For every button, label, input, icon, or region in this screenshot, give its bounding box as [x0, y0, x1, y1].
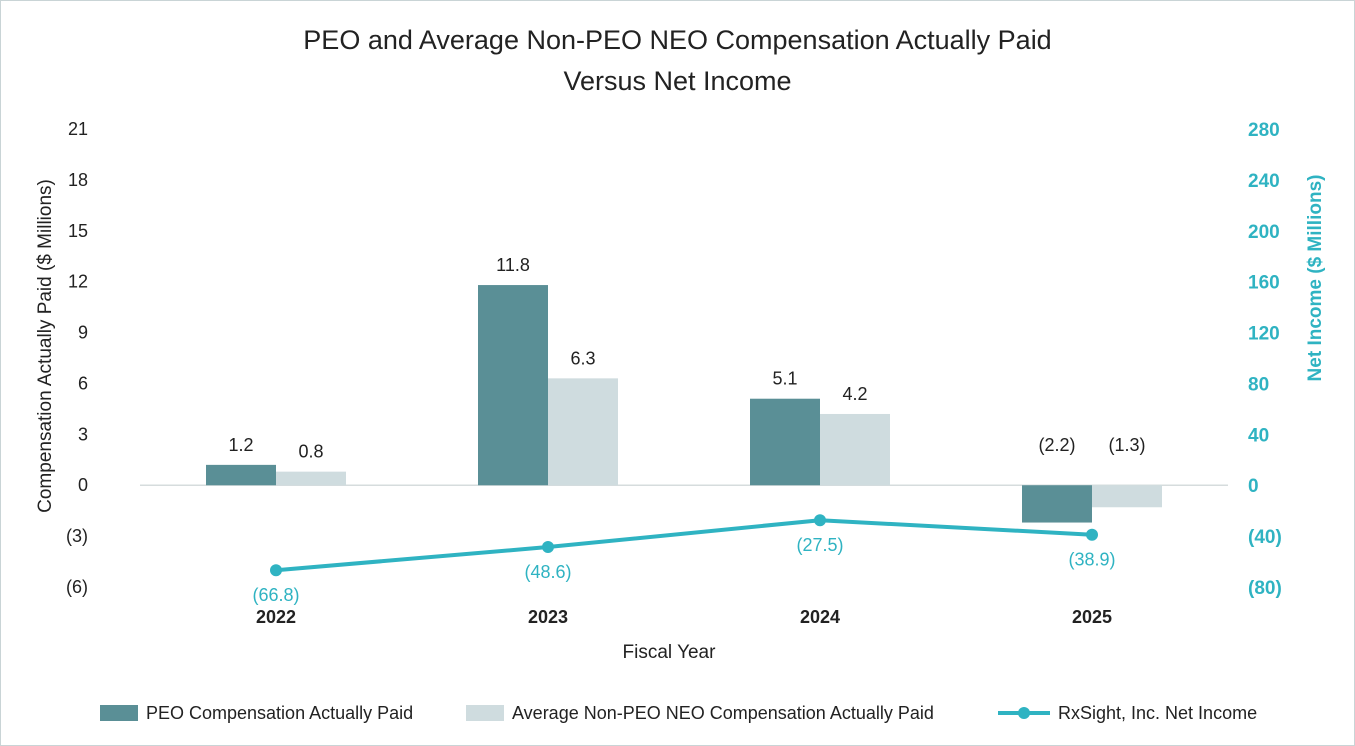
bar-data-label: (2.2)	[1038, 435, 1075, 455]
legend-swatch-peo	[100, 705, 138, 721]
chart-subtitle: Versus Net Income	[563, 66, 792, 96]
bar-data-label: 4.2	[842, 384, 867, 404]
net-income-point	[270, 564, 282, 577]
legend-label-neo: Average Non-PEO NEO Compensation Actuall…	[512, 702, 934, 723]
y2-tick-label: 0	[1248, 476, 1259, 497]
net-income-data-label: (38.9)	[1068, 550, 1115, 570]
net-income-data-label: (48.6)	[524, 562, 571, 582]
net-income-data-label: (27.5)	[796, 535, 843, 555]
net-income-point	[1086, 528, 1098, 541]
y-tick-label: (3)	[66, 526, 88, 546]
x-category-label: 2023	[528, 607, 568, 627]
net-income-line	[275, 518, 1093, 573]
bar-neo	[820, 413, 890, 486]
bar-neo	[548, 378, 618, 486]
bar-peo	[478, 285, 548, 486]
y2-tick-label: 40	[1248, 425, 1269, 446]
y-tick-label: 6	[78, 373, 88, 393]
legend-item-neo: Average Non-PEO NEO Compensation Actuall…	[466, 700, 934, 726]
x-category-label: 2024	[800, 607, 840, 627]
y2-tick-label: 240	[1248, 171, 1280, 192]
y-tick-label: 21	[68, 119, 88, 139]
legend-label-net-income: RxSight, Inc. Net Income	[1058, 702, 1258, 723]
y-tick-label: (6)	[66, 577, 88, 597]
legend-label-peo: PEO Compensation Actually Paid	[146, 702, 414, 723]
bar-neo	[1092, 485, 1162, 508]
y2-tick-label: (80)	[1248, 578, 1282, 599]
net-income-data-label: (66.8)	[252, 585, 299, 605]
y2-tick-label: 160	[1248, 273, 1280, 294]
y2-tick-label: 80	[1248, 374, 1269, 395]
legend-item-peo: PEO Compensation Actually Paid	[100, 700, 413, 726]
chart-title: PEO and Average Non-PEO NEO Compensation…	[303, 25, 1052, 55]
y-tick-label: 3	[78, 424, 88, 444]
bar-data-label: 0.8	[298, 442, 323, 462]
y2-tick-label: (40)	[1248, 527, 1282, 548]
bar-data-label: 5.1	[772, 369, 797, 389]
bar-data-label: 1.2	[228, 435, 253, 455]
y2-tick-label: 200	[1248, 222, 1280, 243]
legend-swatch-neo	[466, 705, 504, 721]
y-tick-label: 12	[68, 272, 88, 292]
y-tick-label: 18	[68, 170, 88, 190]
bar-neo	[276, 471, 346, 486]
y-tick-label: 9	[78, 323, 88, 343]
y2-tick-label: 280	[1248, 120, 1280, 141]
bar-peo	[750, 398, 820, 486]
bar-data-label: (1.3)	[1108, 435, 1145, 455]
legend-swatch-net-income	[998, 705, 1050, 721]
y-tick-label: 0	[78, 475, 88, 495]
bar-data-label: 11.8	[496, 255, 530, 275]
bar-peo	[1022, 485, 1092, 523]
y2-tick-label: 120	[1248, 324, 1280, 345]
bar-data-label: 6.3	[570, 348, 595, 368]
legend: PEO Compensation Actually Paid Average N…	[0, 700, 1355, 726]
y2-axis-title: Net Income ($ Millions)	[1305, 175, 1326, 382]
chart-plot: 21 18 15 12 9 6 3 0 (3) (6) 280 240 200 160 120 80 40 0 (4…	[35, 119, 1326, 663]
bar-peo	[206, 464, 276, 486]
x-category-label: 2022	[256, 607, 296, 627]
x-axis-title: Fiscal Year	[623, 642, 717, 663]
x-category-label: 2025	[1072, 607, 1112, 627]
legend-item-net-income: RxSight, Inc. Net Income	[998, 700, 1257, 726]
net-income-point	[814, 514, 826, 527]
net-income-point	[542, 541, 554, 554]
y-tick-label: 15	[68, 221, 88, 241]
y-axis-title: Compensation Actually Paid ($ Millions)	[35, 179, 56, 513]
